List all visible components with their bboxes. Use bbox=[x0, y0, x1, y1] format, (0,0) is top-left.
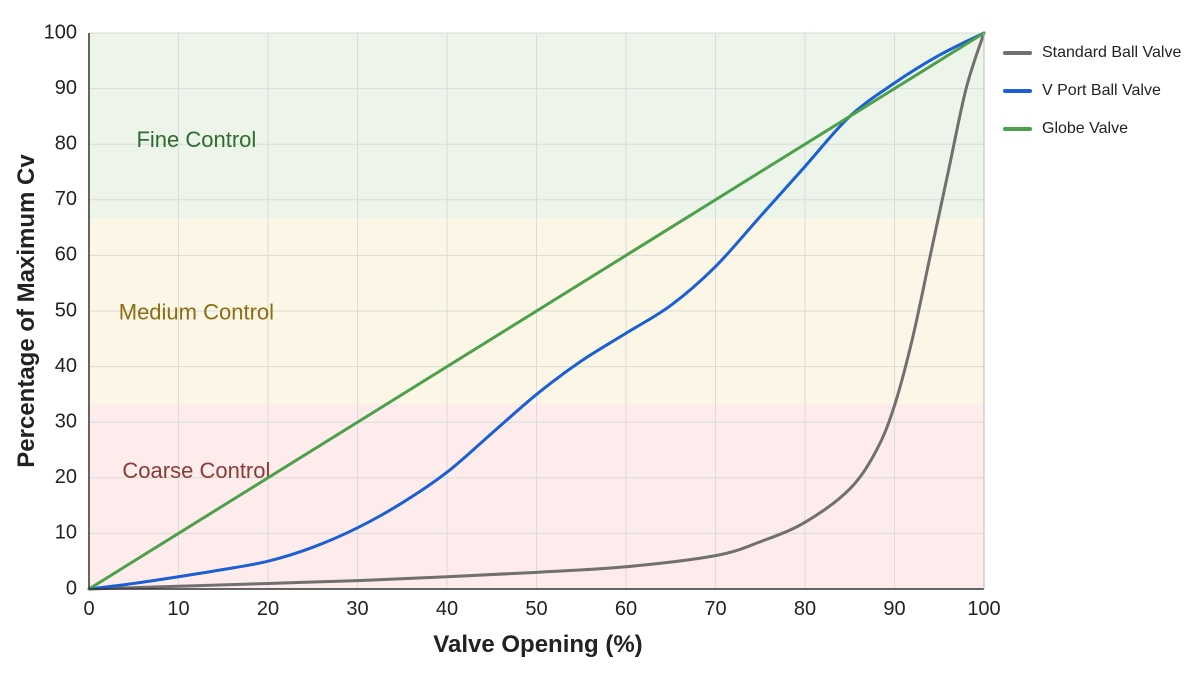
y-tick-label-0: 0 bbox=[66, 577, 77, 599]
x-axis-title: Valve Opening (%) bbox=[433, 631, 642, 658]
y-tick-label-2: 20 bbox=[55, 466, 77, 488]
x-tick-label-0: 0 bbox=[83, 598, 94, 620]
y-tick-label-6: 60 bbox=[55, 244, 77, 266]
y-tick-label-1: 10 bbox=[55, 522, 77, 544]
x-tick-label-2: 20 bbox=[257, 598, 279, 620]
y-tick-label-4: 40 bbox=[55, 355, 77, 377]
x-tick-label-3: 30 bbox=[346, 598, 368, 620]
x-tick-label-6: 60 bbox=[615, 598, 637, 620]
y-tick-label-5: 50 bbox=[55, 299, 77, 321]
y-tick-label-10: 100 bbox=[44, 21, 77, 43]
y-axis-title: Percentage of Maximum Cv bbox=[13, 154, 40, 468]
x-tick-label-9: 90 bbox=[883, 598, 905, 620]
legend: Standard Ball Valve V Port Ball Valve Glob… bbox=[1003, 44, 1181, 137]
zone-label-0: Coarse Control bbox=[122, 458, 270, 483]
zone-label-2: Fine Control bbox=[136, 127, 256, 152]
legend-label-standard-ball-valve: Standard Ball Valve bbox=[1042, 44, 1181, 61]
x-tick-label-5: 50 bbox=[525, 598, 547, 620]
x-tick-label-7: 70 bbox=[704, 598, 726, 620]
series-line-globe-valve bbox=[87, 31, 986, 591]
zone-labels: Coarse Control Medium Control Fine Control bbox=[119, 127, 274, 483]
series-lines bbox=[87, 31, 986, 591]
axes bbox=[88, 33, 985, 590]
series-line-standard-ball-valve bbox=[87, 31, 986, 591]
zone-label-1: Medium Control bbox=[119, 300, 274, 325]
y-tick-label-3: 30 bbox=[55, 410, 77, 432]
y-tick-label-9: 90 bbox=[55, 77, 77, 99]
x-tick-label-8: 80 bbox=[794, 598, 816, 620]
y-axis-ticks: 0 10 20 30 40 50 60 70 80 90 100 bbox=[44, 21, 77, 599]
legend-label-v-port-ball-valve: V Port Ball Valve bbox=[1042, 82, 1161, 99]
legend-label-globe-valve: Globe Valve bbox=[1042, 120, 1128, 137]
y-tick-label-7: 70 bbox=[55, 188, 77, 210]
x-tick-label-10: 100 bbox=[967, 598, 1000, 620]
y-tick-label-8: 80 bbox=[55, 132, 77, 154]
x-tick-label-1: 10 bbox=[167, 598, 189, 620]
x-axis-ticks: 0 10 20 30 40 50 60 70 80 90 100 bbox=[83, 598, 1000, 620]
x-tick-label-4: 40 bbox=[436, 598, 458, 620]
series-line-v-port-ball-valve bbox=[87, 31, 986, 591]
